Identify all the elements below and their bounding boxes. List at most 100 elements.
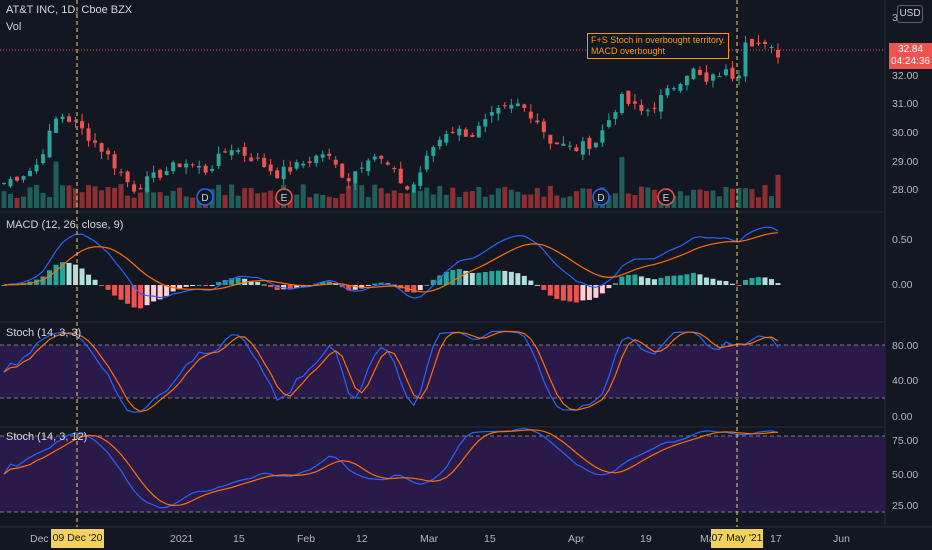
macd-histogram-bar (170, 285, 176, 292)
candle-body (21, 176, 26, 180)
volume-bar (606, 195, 612, 208)
volume-bar (144, 187, 150, 208)
symbol-legend[interactable]: AT&T INC, 1D, Cboe BZX (6, 4, 133, 16)
macd-histogram-bar (411, 285, 417, 293)
candle-body (359, 167, 364, 169)
candle-body (730, 67, 735, 79)
volume-bar (131, 197, 137, 208)
svg-text:E: E (281, 193, 288, 204)
candle-body (242, 147, 247, 156)
stoch2-legend[interactable]: Stoch (14, 3, 12) (6, 431, 88, 443)
macd-histogram-bar (502, 270, 508, 285)
volume-bar (456, 197, 462, 208)
candle-body (587, 137, 592, 149)
volume-bar (261, 192, 267, 208)
time-tick: Feb (297, 533, 315, 545)
candles[interactable] (2, 35, 780, 194)
candle-body (548, 134, 553, 144)
volume-bar (762, 185, 768, 208)
time-axis[interactable]: Dec 2021 15 Feb 12 Mar 15 Apr 19 Ma 17 J… (30, 533, 850, 545)
macd-histogram-bar (638, 276, 644, 285)
stoch-tick: 75.00 (892, 435, 918, 447)
candle-body (353, 171, 358, 184)
candle-body (28, 170, 33, 177)
macd-histogram-bar (697, 274, 703, 285)
currency-badge[interactable]: USD (897, 5, 923, 23)
macd-histogram-bar (164, 285, 170, 296)
macd-histogram-bar (372, 283, 378, 285)
candle-body (567, 145, 572, 147)
time-tick: Jun (833, 533, 850, 545)
macd-histogram-bar (294, 285, 300, 288)
volume-bar (404, 193, 410, 208)
macd-histogram-bar (645, 278, 651, 285)
volume-bar (333, 197, 339, 208)
candle-body (580, 141, 585, 155)
candle-body (8, 179, 13, 187)
macd-histogram-bar (235, 277, 241, 285)
candle-body (327, 153, 332, 156)
candle-body (197, 165, 202, 168)
volume-bar (450, 187, 456, 208)
volume-bar (60, 185, 66, 208)
volume-bar (755, 197, 761, 208)
volume-legend[interactable]: Vol (6, 21, 22, 33)
candle-body (619, 94, 624, 113)
macd-histogram-bar (105, 285, 111, 290)
price-tick: 31.00 (892, 98, 918, 110)
macd-legend[interactable]: MACD (12, 26, close, 9) (6, 219, 124, 231)
macd-histogram-bar (352, 285, 358, 290)
volume-bar (586, 188, 592, 208)
volume-bar (716, 196, 722, 208)
volume-bar (92, 186, 98, 208)
macd-histogram-bar (612, 283, 618, 285)
volume-bar (235, 195, 241, 208)
volume-bar (424, 187, 430, 208)
time-tick: Mar (420, 533, 439, 545)
macd-histogram-bar (437, 275, 443, 285)
svg-text:E: E (663, 193, 670, 204)
candle-body (710, 74, 715, 81)
candle-body (776, 49, 780, 58)
stoch1-legend[interactable]: Stoch (14, 3, 3) (6, 327, 82, 339)
candle-body (411, 184, 416, 193)
macd-histogram-bar (92, 279, 98, 285)
macd-histogram-bar (242, 278, 248, 285)
candle-body (717, 76, 722, 78)
macd-histogram-bar (593, 285, 599, 298)
event-marker-dividend[interactable]: D (196, 188, 214, 206)
volume-bar (573, 191, 579, 208)
macd-histogram-bar (723, 281, 729, 285)
volume-bar (372, 184, 378, 208)
volume-bar (112, 187, 118, 208)
volume-bar (463, 191, 469, 208)
candle-body (483, 119, 488, 127)
macd-histogram-bar (177, 285, 183, 290)
candle-body (457, 128, 462, 136)
macd-histogram-bar (443, 271, 449, 285)
macd-histogram-bar (125, 285, 131, 304)
event-marker-earnings[interactable]: E (275, 188, 293, 206)
candle-body (366, 160, 371, 172)
event-marker-earnings[interactable]: E (657, 188, 675, 206)
volume-bar (222, 195, 228, 208)
candle-body (67, 116, 72, 122)
candle-body (496, 107, 501, 114)
volume-bar (638, 186, 644, 208)
candle-body (262, 157, 267, 167)
volume-bar (625, 193, 631, 208)
chart-annotation[interactable]: F+S Stoch in overbought territory. MACD … (587, 33, 730, 59)
candle-body (743, 42, 748, 77)
candle-body (73, 120, 78, 122)
macd-histogram-bar (482, 272, 488, 285)
macd-histogram-bar (658, 277, 664, 285)
candle-body (769, 46, 774, 48)
candle-body (294, 162, 299, 169)
event-marker-dividend[interactable]: D (592, 188, 610, 206)
candle-body (80, 121, 85, 129)
candle-body (444, 134, 449, 143)
stoch1-d-line (3, 330, 779, 413)
volume-bar (710, 190, 716, 208)
price-axis[interactable]: 34 32.00 31.00 30.00 29.00 28.00 0.50 0.… (892, 12, 918, 512)
